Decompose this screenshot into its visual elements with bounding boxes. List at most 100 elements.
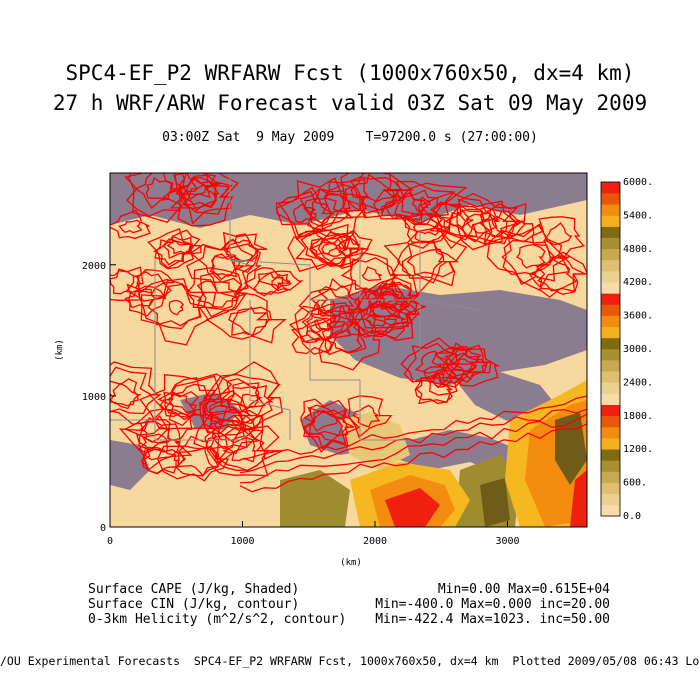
y-axis: 0 1000 2000 [82,261,116,534]
helicity-contour [134,271,165,294]
colorbar-swatch [601,326,620,339]
colorbar-swatch [601,404,620,417]
helicity-contour [380,189,424,225]
x-tick-label: 0 [107,536,113,547]
helicity-contour [310,277,369,317]
helicity-contour [323,329,363,353]
helicity-contour [309,231,370,267]
colorbar-swatch [601,226,620,238]
helicity-contour [154,239,192,266]
helicity-contour [400,212,452,244]
helicity-contour [110,366,162,415]
colorbar-swatch [601,315,620,328]
helicity-contour [128,173,199,223]
helicity-contour [118,219,143,234]
x-tick-label: 3000 [495,536,519,547]
field-name-cin: Surface CIN (J/kg, contour) [88,597,300,612]
plot-valid-time: 03:00Z Sat 9 May 2009 T=97200.0 s (27:00… [162,130,538,145]
helicity-contour [202,398,254,435]
helicity-contour [141,447,180,475]
state-border [359,240,421,350]
helicity-contour [239,408,587,474]
state-border [154,260,250,441]
helicity-contour [415,371,454,405]
helicity-contour [185,243,263,298]
helicity-contour [118,417,193,472]
cin-region [110,440,150,490]
colorbar-swatch [601,393,620,405]
colorbar-swatch [601,193,620,205]
x-tick-label: 2000 [363,536,387,547]
helicity-contour [196,280,242,308]
helicity-contour [401,238,455,278]
helicity-contour [193,410,265,465]
helicity-contour [501,224,572,286]
helicity-contour [239,395,587,461]
helicity-contour [139,415,171,444]
cape-region-olive [280,470,350,527]
helicity-contour [303,192,347,224]
colorbar-label: 1200. [623,444,653,455]
colorbar-swatch [601,504,620,517]
cape-region-dark-olive [555,412,587,485]
colorbar-swatch [601,282,620,294]
colorbar-label: 5400. [623,210,653,221]
helicity-contour [166,235,196,255]
helicity-contour [393,180,456,226]
map-plot-area [110,173,587,527]
helicity-contour [429,201,487,238]
x-tick-label: 1000 [230,536,254,547]
helicity-contour [486,223,571,291]
helicity-contour [200,272,248,310]
helicity-contour [204,373,281,425]
helicity-contour [361,266,382,282]
colorbar-swatch [601,493,620,506]
helicity-contour [383,227,468,297]
x-axis: 0 1000 2000 3000 [107,521,520,547]
helicity-contour [456,192,524,251]
helicity-contour [442,345,489,383]
helicity-contour [432,368,458,388]
helicity-contour [243,267,293,297]
helicity-contour [159,391,198,417]
helicity-contour [239,423,587,493]
helicity-contour [110,378,139,410]
state-border [249,300,291,440]
state-borders [110,173,481,441]
helicity-contour [163,390,200,418]
helicity-contour [431,342,492,384]
field-stats-helicity: Min=-422.4 Max=1023. inc=50.00 [375,612,610,627]
colorbar-swatch [601,237,620,250]
helicity-contour [110,209,151,240]
colorbar-label: 2400. [623,377,653,388]
cape-region-red [570,470,587,527]
helicity-contour [466,212,501,234]
helicity-contour [226,233,259,262]
colorbar-swatch [601,471,620,483]
helicity-contour [318,285,362,314]
helicity-contour [222,436,256,463]
colorbar-swatch [601,337,620,350]
colorbar [600,181,621,517]
helicity-contour [516,244,546,269]
colorbar-swatch [601,449,620,461]
colorbar-swatch [601,426,620,439]
field-stats-cape: Min=0.00 Max=0.615E+04 [437,582,610,597]
colorbar-swatch [601,349,620,361]
colorbar-label: 0.0 [623,511,641,522]
colorbar-swatch [601,438,620,450]
helicity-contour [430,347,501,387]
helicity-contour [169,174,233,225]
field-name-helicity: 0-3km Helicity (m^2/s^2, contour) [88,612,347,627]
helicity-contour [275,190,336,236]
field-name-cape: Surface CAPE (J/kg, Shaded) [88,582,300,597]
helicity-contour [179,177,218,210]
cape-region-red [385,488,440,527]
colorbar-swatch [601,382,620,394]
helicity-contour [323,178,370,218]
helicity-contour [308,232,362,268]
helicity-contour [138,433,169,454]
helicity-contour [347,395,393,439]
colorbar-label: 4800. [623,244,653,255]
